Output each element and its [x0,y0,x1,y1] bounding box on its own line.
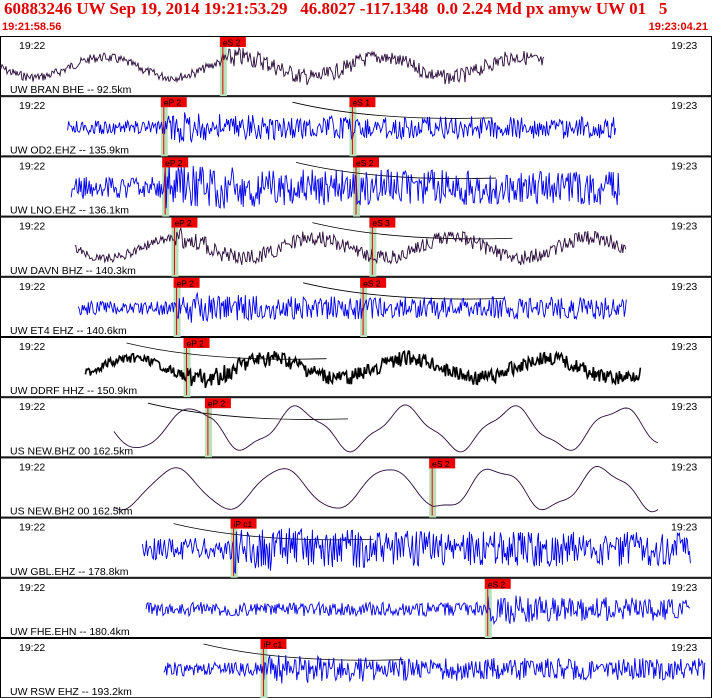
waveform-trace [67,112,617,144]
panel-border [0,36,712,97]
right-time-label: 19:23 [671,221,697,233]
travel-time-curve [147,402,348,420]
waveform-trace [74,226,627,266]
waveform-trace [113,404,659,453]
station-label: UW RSW EHZ -- 193.2km [10,686,132,698]
trace-panel[interactable]: eP 2 19:22 19:23 UW DDRF HHZ -- 150.9km [0,337,712,398]
pick-label: eP 2 [208,399,226,409]
right-time-label: 19:23 [671,461,697,473]
station-label: UW LNO.EHZ -- 136.1km [10,205,129,217]
pick-marker [173,277,200,288]
end-time: 19:23:04.21 [648,21,708,33]
trace-panel[interactable]: eP 2 eS 2 19:22 19:23 UW ET4 EHZ -- 140.6km [0,276,712,338]
station-label: US NEW.BH2 00 162.5km [10,506,133,518]
pick-label: eS 3 [372,218,390,228]
left-time-label: 19:22 [19,40,45,52]
waveform-trace [163,654,706,684]
left-time-label: 19:22 [19,522,45,534]
right-time-label: 19:23 [671,40,697,52]
pick-marker [260,639,287,649]
right-time-label: 19:23 [671,100,697,112]
station-label: UW BRAN BHE -- 92.5km [10,84,132,96]
start-time: 19:21:58.56 [2,21,62,33]
trace-panel[interactable]: eS 2 19:22 19:23 UW BRAN BHE -- 92.5km [0,36,712,97]
waveform-trace [77,291,627,323]
left-time-label: 19:22 [19,341,45,353]
right-time-label: 19:23 [671,341,697,353]
left-time-label: 19:22 [19,401,45,413]
pick-label: eP 2 [165,158,183,168]
pick-marker [204,398,231,409]
event-title: 60883246 UW Sep 19, 2014 19:21:53.29 46.… [4,0,668,18]
left-time-label: 19:22 [19,281,45,293]
left-time-label: 19:22 [19,642,45,654]
station-label: UW FHE.EHN -- 180.4km [10,626,130,638]
right-time-label: 19:23 [671,401,697,413]
pick-label: eP 2 [174,218,192,228]
trace-panel[interactable]: eP 2 eS 1 19:22 19:23 UW OD2.EHZ -- 135.9km [0,96,712,157]
pick-label: iP c1 [234,519,253,529]
right-time-label: 19:23 [671,522,697,534]
right-time-label: 19:23 [671,582,697,594]
waveform-trace [0,46,545,86]
waveform-trace [84,350,642,389]
travel-time-curve [126,342,327,360]
left-time-label: 19:22 [19,221,45,233]
trace-panel[interactable]: eP 2 eS 2 19:22 19:23 UW LNO.EHZ -- 136.1km [0,156,712,217]
pick-marker [183,338,210,348]
right-time-label: 19:23 [671,160,697,172]
waveform-trace [113,466,659,513]
station-label: US NEW.BHZ 00 162.5km [10,445,133,457]
right-time-label: 19:23 [671,281,697,293]
pick-label: eS 2 [488,579,506,589]
trace-panel[interactable]: eS 2 19:22 19:23 UW FHE.EHN -- 180.4km [0,577,712,638]
travel-time-curve [303,282,504,300]
pick-marker [484,578,511,589]
pick-marker [162,157,189,168]
left-time-label: 19:22 [19,582,45,594]
pick-label: eP 2 [177,278,195,288]
pick-marker [219,37,246,47]
pick-label: eS 2 [356,158,374,168]
pick-label: eS 2 [223,38,241,48]
station-label: UW OD2.EHZ -- 135.9km [10,144,129,156]
trace-panel[interactable]: eS 2 19:22 19:23 US NEW.BH2 00 162.5km [0,457,712,518]
panel-border [0,397,712,458]
pick-marker [369,217,396,228]
event-header: 60883246 UW Sep 19, 2014 19:21:53.29 46.… [0,0,712,36]
pick-label: eS 1 [352,98,370,108]
pick-marker [230,518,257,529]
trace-panel[interactable]: eP 2 19:22 19:23 US NEW.BHZ 00 162.5km [0,397,712,458]
panel-border [0,216,712,277]
waveform-trace [145,595,691,626]
station-label: UW DAVN BHZ -- 140.3km [10,265,136,277]
left-time-label: 19:22 [19,461,45,473]
pick-marker [171,217,198,228]
waveform-trace [70,163,620,209]
pick-label: eS 2 [432,459,450,469]
travel-time-curve [203,643,404,661]
pick-label: eP 2 [187,339,205,349]
station-label: UW DDRF HHZ -- 150.9km [10,385,137,397]
pick-marker [353,157,379,168]
travel-time-curve [312,222,513,240]
trace-panel[interactable]: iP c1 19:22 19:23 UW RSW EHZ -- 193.2km [0,638,712,698]
station-label: UW GBL.EHZ -- 178.8km [10,566,129,578]
trace-panel[interactable]: iP c1 19:22 19:23 UW GBL.EHZ -- 178.8km [0,517,712,578]
left-time-label: 19:22 [19,160,45,172]
right-time-label: 19:23 [671,642,697,654]
left-time-label: 19:22 [19,100,45,112]
pick-marker [160,97,187,108]
pick-label: eS 2 [363,278,381,288]
pick-marker [349,97,376,108]
pick-marker [429,458,456,469]
pick-label: iP c1 [263,640,282,650]
pick-marker [360,277,387,288]
trace-panel[interactable]: eP 2 eS 3 19:22 19:23 UW DAVN BHZ -- 140.3km [0,216,712,277]
station-label: UW ET4 EHZ -- 140.6km [10,325,127,337]
travel-time-curve [292,101,493,119]
pick-label: eP 2 [164,98,182,108]
